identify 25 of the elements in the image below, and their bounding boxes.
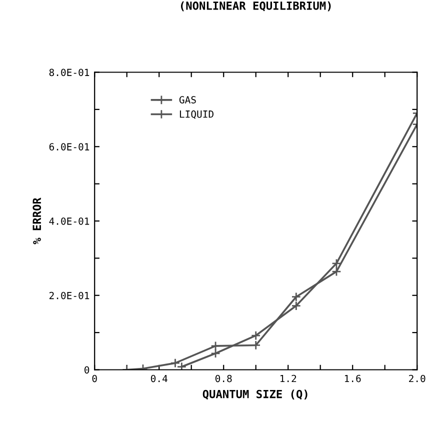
legend-label: LIQUID bbox=[180, 110, 214, 119]
y-tick-label: 6.0E-01 bbox=[49, 143, 90, 150]
point bbox=[176, 362, 187, 370]
point bbox=[170, 358, 180, 368]
point bbox=[250, 330, 261, 340]
point bbox=[291, 292, 302, 302]
point bbox=[291, 300, 302, 311]
x-tick-label: 0.8 bbox=[215, 374, 232, 382]
x-axis-title: QUANTUM SIZE (Q) bbox=[202, 390, 308, 400]
y-axis-title: % ERROR bbox=[32, 198, 42, 244]
point bbox=[332, 266, 342, 276]
x-tick-label: 2.0 bbox=[409, 374, 426, 382]
chart-title: (NONLINEAR EQUILIBRIUM) bbox=[181, 1, 331, 12]
y-tick-label: 4.0E-01 bbox=[49, 218, 90, 225]
x-tick-label: 0 bbox=[92, 374, 97, 382]
y-tick-label: 8.0E-01 bbox=[49, 68, 90, 76]
point bbox=[210, 348, 220, 358]
legend-label: GAS bbox=[179, 96, 196, 104]
point bbox=[332, 258, 342, 268]
x-tick-label: 1.6 bbox=[344, 374, 361, 382]
y-tick-label: 0 bbox=[84, 366, 90, 374]
y-tick-label: 2.0E-01 bbox=[49, 292, 90, 300]
point bbox=[210, 341, 220, 351]
x-tick-label: 1.2 bbox=[280, 374, 296, 382]
x-tick-label: 0.4 bbox=[150, 374, 168, 382]
